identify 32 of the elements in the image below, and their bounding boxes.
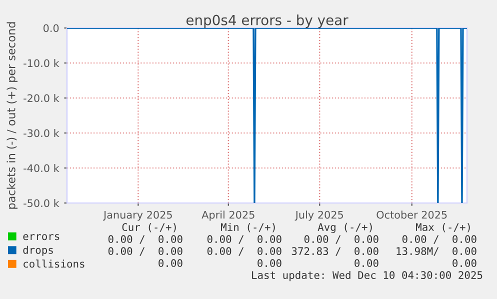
x-tick-label: October 2025 xyxy=(376,210,447,219)
text: 0.00 / 0.00 xyxy=(207,235,282,244)
legend-label: collisions xyxy=(24,260,84,268)
text: Avg (-/+) xyxy=(318,222,372,234)
text: 0.00 / 0.00 xyxy=(108,235,182,244)
text: 0.00 / 0.00 xyxy=(304,235,378,244)
x-tick-label: January 2025 xyxy=(102,210,172,221)
text: Max (-/+) xyxy=(416,223,470,232)
y-tick-label: -50.0 k xyxy=(24,199,60,208)
y-tick-label: -40.0 k xyxy=(24,164,60,172)
legend-label: errors xyxy=(23,234,60,240)
x-tick-label: April 2025 xyxy=(202,210,254,221)
text: 0.00 / 0.00 xyxy=(207,247,282,256)
text: 0.00 xyxy=(258,259,282,268)
y-tick-label: -30.0 k xyxy=(24,129,60,138)
text: 0.00 xyxy=(452,259,476,268)
text: Last update: Wed Dec 10 04:30:00 2025 xyxy=(252,270,482,282)
text: 0.00 xyxy=(158,259,182,268)
x-tick-label: July 2025 xyxy=(294,210,343,221)
y-tick-label: -20.0 k xyxy=(24,94,60,102)
text: 13.98M/ 0.00 xyxy=(396,247,476,256)
text: 0.00 xyxy=(354,259,378,268)
y-axis-title: packets in (-) / out (+) per second xyxy=(6,22,18,209)
y-tick-label: -10.0 k xyxy=(24,59,60,68)
text: Min (-/+) xyxy=(221,222,275,232)
text: 0.00 / 0.00 xyxy=(108,247,182,256)
legend-label: drops xyxy=(23,246,53,256)
text: 0.00 / 0.00 xyxy=(402,235,476,244)
y-tick-label: 0.0 xyxy=(43,24,59,32)
text: 372.83 / 0.00 xyxy=(292,247,378,256)
text: Cur (-/+) xyxy=(122,223,176,232)
chart-title: enp0s4 errors - by year xyxy=(186,14,348,28)
